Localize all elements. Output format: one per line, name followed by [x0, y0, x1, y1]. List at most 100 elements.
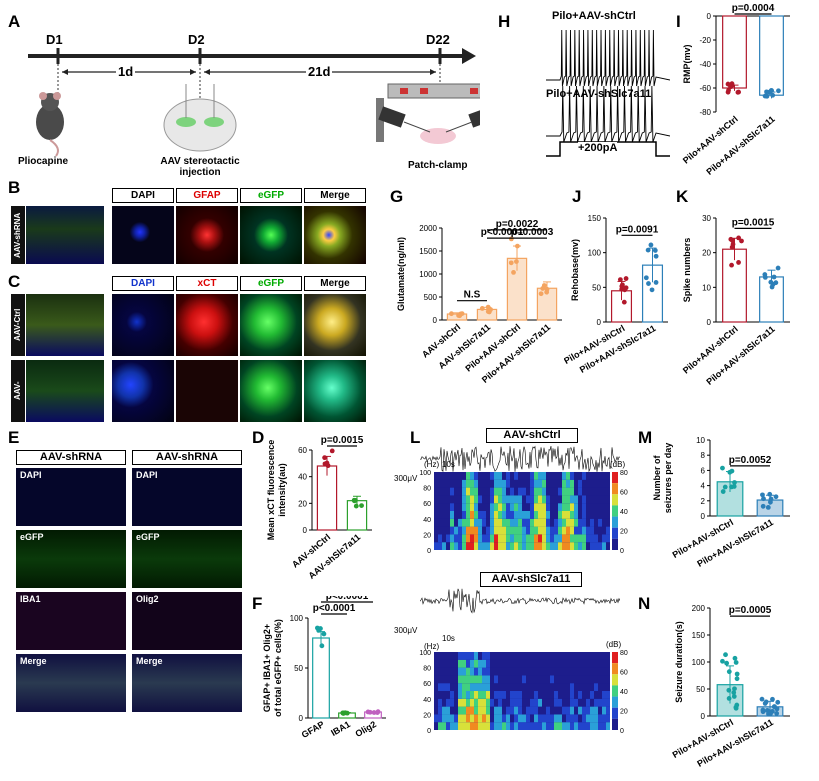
y-tick-label: 1000	[419, 270, 437, 279]
spectrogram-cell	[450, 511, 454, 519]
spectrogram-cell	[458, 518, 462, 527]
spectrogram-cell	[550, 495, 554, 504]
data-point	[322, 455, 328, 461]
spectrogram-cell	[538, 667, 542, 676]
patch-clamp-traces	[546, 29, 670, 157]
spectrogram-cell	[518, 518, 522, 527]
spectrogram-cell	[490, 675, 494, 684]
spectrogram-cell	[586, 652, 590, 660]
spectrogram-cell	[586, 518, 590, 527]
spectrogram-cell	[598, 479, 602, 488]
spectrogram-cell	[510, 487, 514, 496]
p-value-label: p=0.0003	[511, 227, 554, 238]
spectrogram-cell	[530, 691, 534, 699]
spectrogram-cell	[474, 479, 478, 488]
data-point	[511, 269, 516, 275]
spectrogram-cell	[562, 714, 566, 723]
spectrogram-cell	[518, 691, 522, 699]
spectrogram-cell	[478, 659, 482, 668]
hippocampus-overview-image-b	[26, 206, 104, 264]
spectrogram-cell	[438, 714, 442, 723]
spectrogram-cell	[590, 698, 594, 707]
spectrogram-cell	[494, 714, 498, 723]
spectrogram-cell	[442, 722, 446, 730]
spectrogram-cell	[506, 542, 510, 550]
spectrogram-cell	[538, 479, 542, 488]
spectrogram-cell	[534, 667, 538, 676]
spectrogram-cell	[458, 698, 462, 707]
data-point	[646, 281, 651, 286]
data-point	[724, 660, 730, 666]
data-point	[764, 708, 770, 713]
spectrogram-cell	[490, 487, 494, 496]
spectrogram-cell	[482, 534, 486, 543]
spectrogram-cell	[486, 667, 490, 676]
spectrogram-cell	[534, 479, 538, 488]
data-point	[649, 287, 655, 293]
spectrogram-cell	[518, 487, 522, 496]
spectrogram-cell	[482, 652, 486, 660]
spectrogram-cell	[566, 526, 570, 535]
spectrogram-cell	[518, 706, 522, 715]
colorbar-segment	[612, 516, 618, 528]
spectrogram-cell	[462, 652, 466, 660]
spectrogram-cell	[582, 698, 586, 707]
row-label-e-dapi-r: DAPI	[136, 470, 158, 480]
spectrogram-cell	[534, 518, 538, 527]
spectrogram-cell	[470, 518, 474, 527]
spectrogram-cell	[554, 472, 558, 480]
y-tick-label: 0	[701, 712, 706, 721]
spectrogram-cell	[598, 542, 602, 550]
spectrogram-cell	[526, 542, 530, 550]
spectrogram-cell	[570, 526, 574, 535]
scale-time-ctrl: 10s	[442, 460, 455, 469]
spectrogram-cell	[602, 472, 606, 480]
row-label-aav-shslc7a11: AAV-shSLC7A11	[11, 360, 36, 422]
spectrogram-cell	[554, 518, 558, 527]
spectrogram-cell	[462, 722, 466, 730]
spectrogram-cell	[562, 706, 566, 715]
y-tick-label: 1500	[419, 247, 437, 256]
data-point	[775, 265, 781, 271]
spectrogram-cell	[574, 542, 578, 550]
spectrogram-cell	[586, 667, 590, 676]
data-point	[731, 484, 737, 489]
spectrogram-cell	[514, 518, 518, 527]
spectrogram-cell	[466, 691, 470, 699]
y-tick-label: 500	[424, 293, 438, 302]
spectrogram-cell	[490, 511, 494, 519]
spectrogram-cell	[462, 503, 466, 511]
spectrogram-cell	[586, 511, 590, 519]
spectrogram-cell	[510, 691, 514, 699]
spectrogram-cell	[590, 691, 594, 699]
panel-label-c: C	[8, 272, 21, 291]
spectrogram-cell	[590, 667, 594, 676]
spectrogram-cell	[486, 659, 490, 668]
spectrogram-cell	[502, 714, 506, 723]
image-e-right-merge	[132, 654, 242, 712]
spectrogram-cell	[570, 479, 574, 488]
data-point	[731, 690, 737, 695]
spectrogram-cell	[470, 503, 474, 511]
spectrogram-cell	[550, 487, 554, 496]
spectrogram-cell	[450, 698, 454, 707]
spectrogram-cell	[590, 659, 594, 668]
colorbar-tick: 80	[620, 650, 628, 657]
spectrogram-cell	[574, 691, 578, 699]
spectrogram-cell	[434, 652, 438, 660]
spectrogram-cell	[578, 542, 582, 550]
spectrogram-cell	[586, 472, 590, 480]
spectrogram-cell	[546, 479, 550, 488]
spectrogram-cell	[446, 652, 450, 660]
spectrogram-cell	[566, 503, 570, 511]
spectrogram-cell	[570, 472, 574, 480]
spectrogram-cell	[474, 675, 478, 684]
spectrogram-cell	[602, 683, 606, 691]
y-axis-label: Rehobase(mv)	[570, 239, 580, 301]
spectrogram-cell	[514, 526, 518, 535]
x-tick-label: Pilo+AAV-shSlc7a11	[704, 114, 776, 177]
spectrogram-ytick: 100	[419, 650, 431, 657]
y-tick-label: 50	[696, 685, 705, 694]
spectrogram-cell	[466, 542, 470, 550]
